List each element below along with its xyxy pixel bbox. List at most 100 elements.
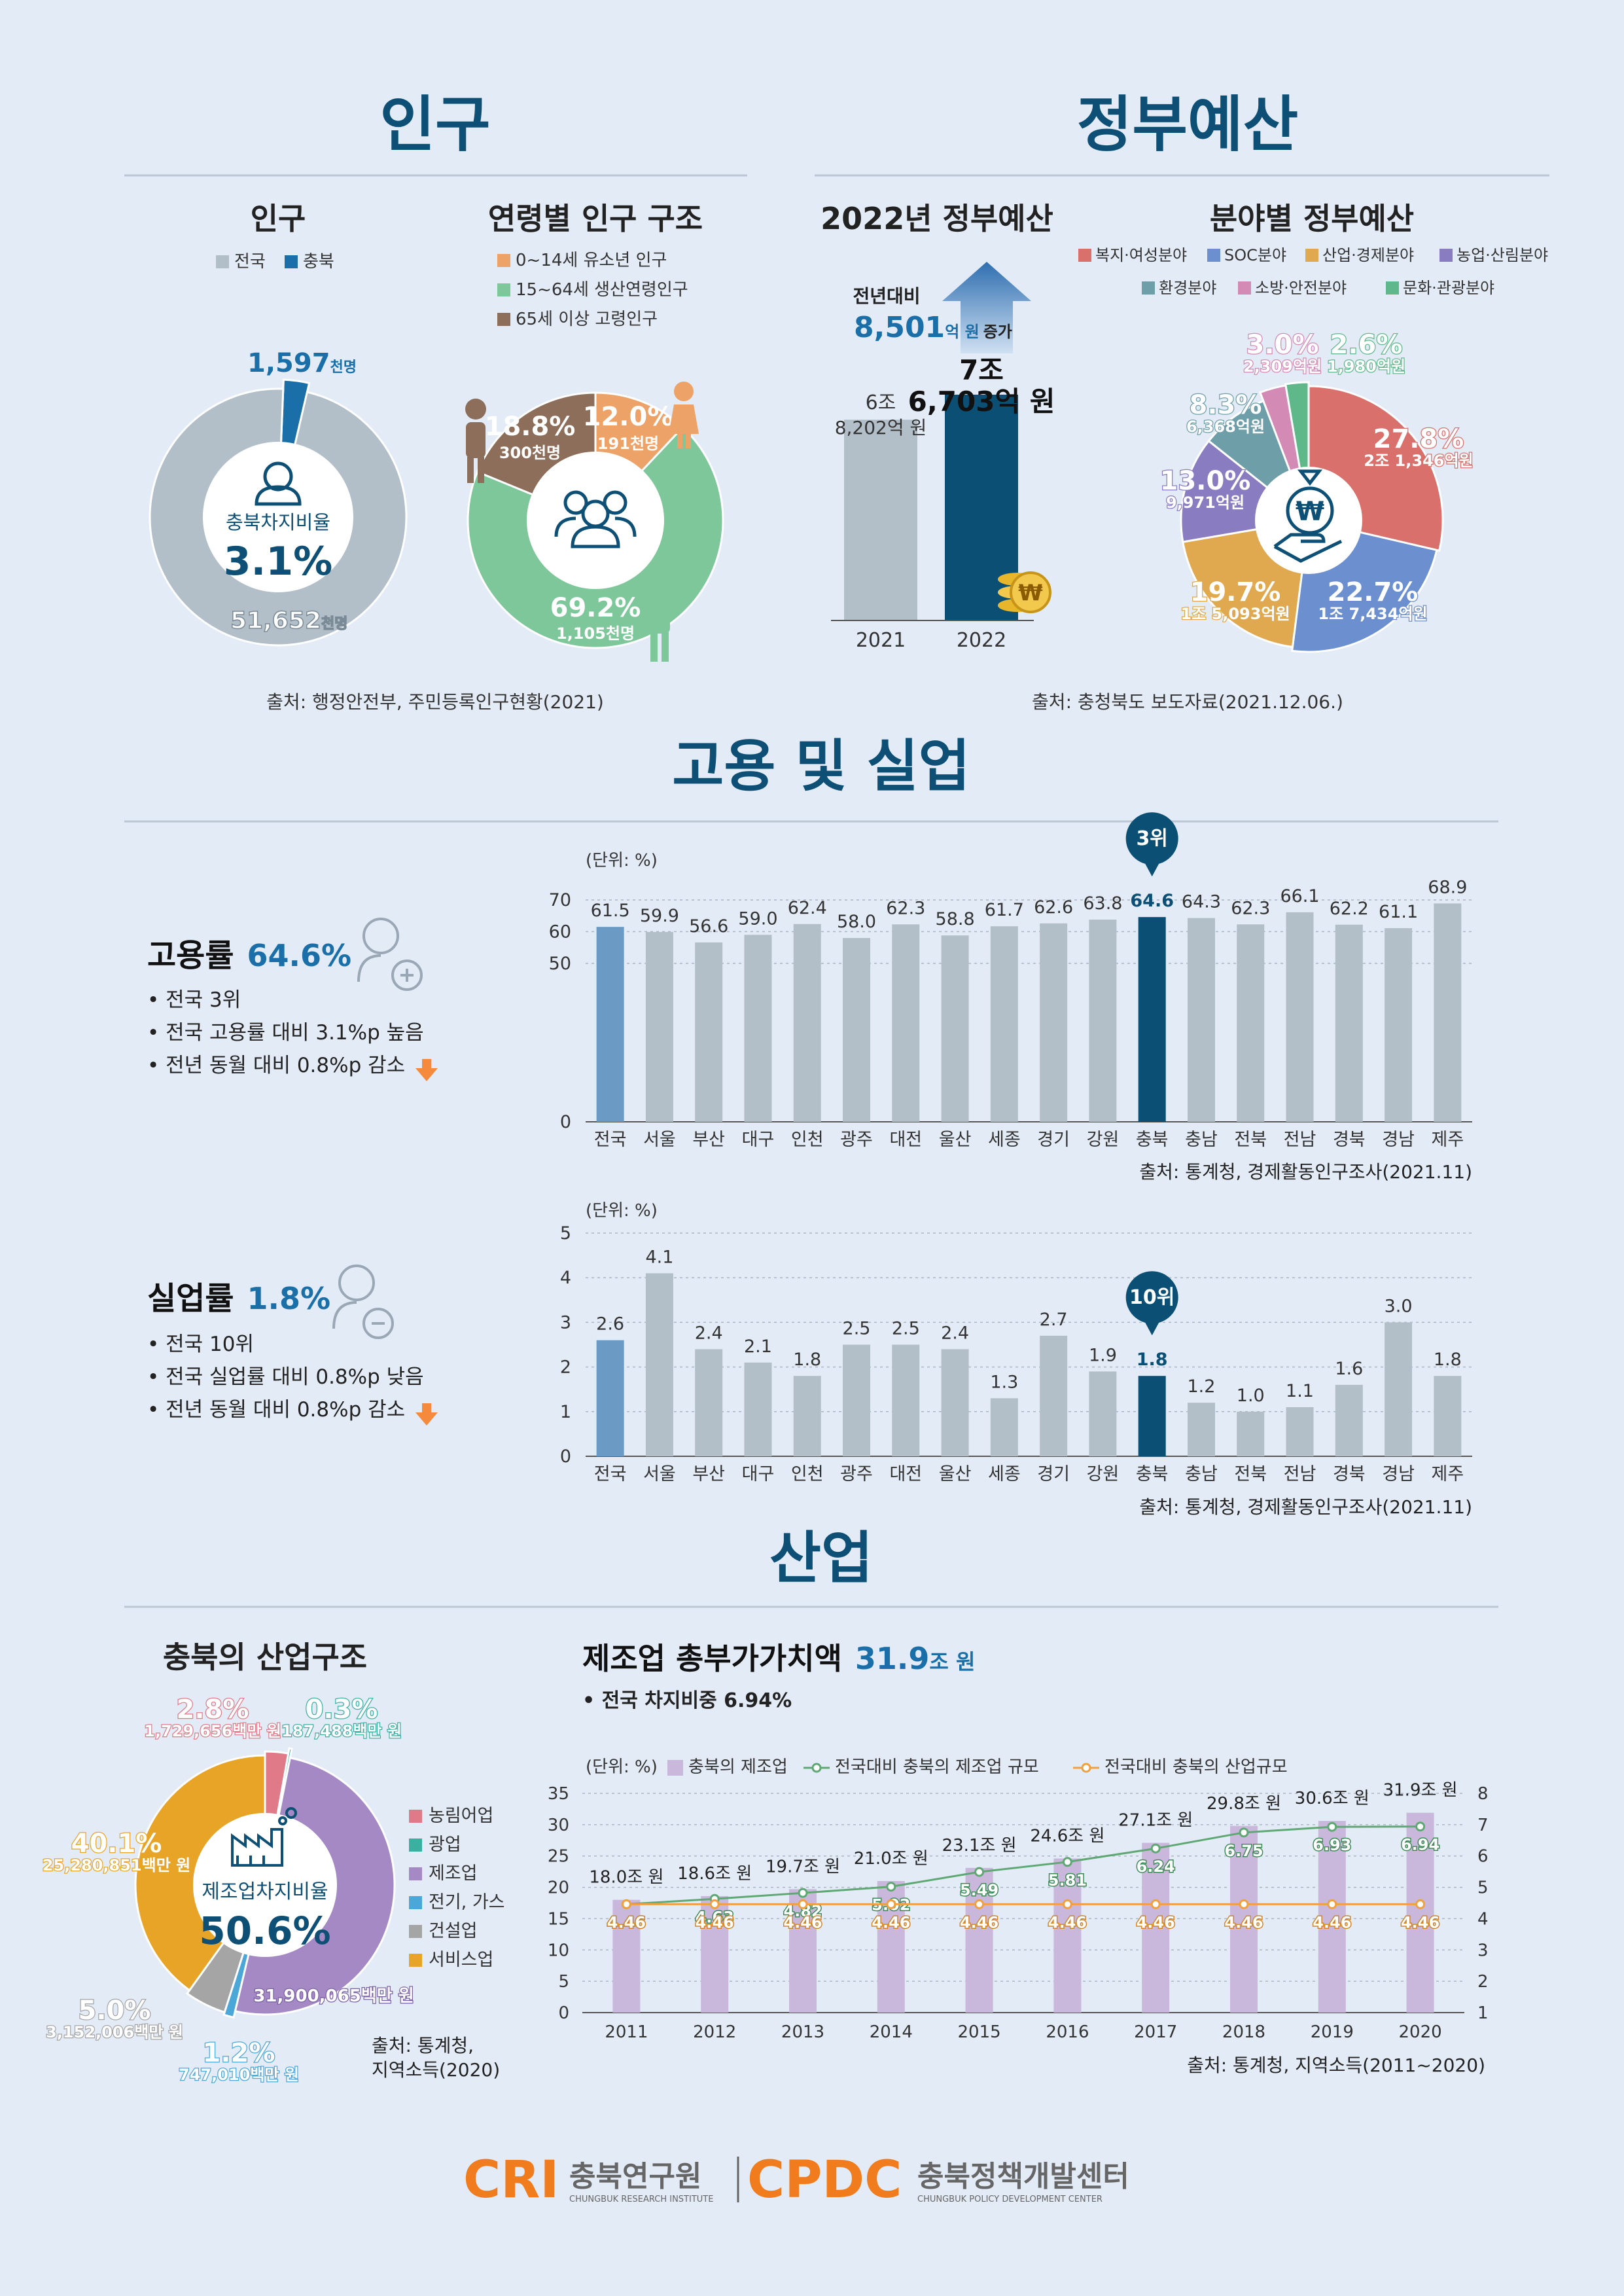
mfg-share-label-2012: 4.63: [696, 1908, 734, 1926]
cpdc-logo: CPDC: [747, 2151, 902, 2210]
mfg-share-line: [626, 1825, 1421, 1905]
bar-충북: [1138, 917, 1166, 1122]
x-label-대구: 대구: [742, 1464, 775, 1484]
x-label-제주: 제주: [1432, 1464, 1464, 1484]
bar-경남: [1385, 928, 1413, 1122]
value-부산: 2.4: [695, 1323, 723, 1343]
bar-부산: [695, 942, 723, 1122]
unemployment-rate-title: 실업률 1.8%: [147, 1280, 330, 1317]
industry-amt-3: 747,010백만 원: [179, 2066, 299, 2084]
value-충남: 1.2: [1187, 1376, 1215, 1397]
x-label-강원: 강원: [1087, 1464, 1120, 1484]
rank-badge: [1125, 812, 1178, 865]
x-label-전북: 전북: [1234, 1130, 1267, 1150]
bar-충남: [1187, 918, 1215, 1122]
x-label-경남: 경남: [1382, 1130, 1415, 1150]
mfg-legend-1: 전국대비 충북의 제조업 규모: [835, 1757, 1039, 1777]
value-강원: 1.9: [1089, 1345, 1117, 1365]
bar-울산: [941, 935, 969, 1122]
person-add-icon: [357, 918, 423, 991]
value-전남: 66.1: [1280, 886, 1319, 906]
x-label-전국: 전국: [594, 1130, 627, 1150]
industry-structure-title: 충북의 산업구조: [163, 1640, 367, 1675]
rank-badge-label: 10위: [1129, 1286, 1174, 1309]
industry-labels: 2.8%1,729,656백만 원 0.3%187,488백만 원 40.1%25,…: [42, 1694, 415, 2085]
factory-icon: [231, 1807, 297, 1867]
adult-person-icon: [649, 577, 670, 662]
y-right-tick: 1: [1477, 2003, 1489, 2023]
bar-경기: [1040, 923, 1068, 1122]
budget-year-2021: 2021: [856, 629, 906, 652]
industry-share-label-2020: 4.46: [1401, 1913, 1439, 1931]
coins-icon: ₩: [998, 571, 1051, 613]
mfg-share-point-2013: [798, 1888, 808, 1898]
y-left-tick: 5: [558, 1972, 569, 1992]
unemp-unit-label: (단위: %): [586, 1201, 658, 1221]
x-label-충북: 충북: [1136, 1464, 1169, 1484]
industry-share-label-2011: 4.46: [607, 1913, 646, 1931]
bar-충남: [1187, 1403, 1215, 1456]
bar-전남: [1286, 912, 1314, 1122]
y-tick: 60: [549, 922, 571, 942]
unemployment-rate-chart: 0 1 2 3 4 5 2.6 전국 4.1 서울 2.4 부산 2.1 대구 1.8 인천 2.5 광주 2.5 대…: [560, 1223, 1472, 1484]
industry-legend-2: 제조업: [429, 1863, 478, 1884]
x-label-2020: 2020: [1399, 2022, 1442, 2042]
bar-세종: [990, 926, 1018, 1122]
industry-share-point-2011: [621, 1899, 631, 1909]
cpdc-kr-name: 충북정책개발센터: [917, 2160, 1129, 2193]
industry-pct-0: 2.8%: [177, 1695, 249, 1725]
value-인천: 62.4: [788, 898, 827, 918]
y-left-tick: 35: [548, 1784, 569, 1804]
value-전북: 1.0: [1237, 1386, 1265, 1406]
group-people-icon: [554, 490, 637, 548]
value-광주: 2.5: [843, 1319, 871, 1339]
value-경기: 2.7: [1040, 1310, 1068, 1330]
y-right-tick: 6: [1477, 1847, 1489, 1867]
industry-legend-1: 광업: [429, 1835, 461, 1855]
industry-pct-5: 40.1%: [71, 1829, 162, 1859]
industry-legend-4: 건설업: [429, 1921, 478, 1941]
field-amt-0: 2조 1,346억원: [1364, 452, 1473, 470]
mfg-source: 출처: 통계청, 지역소득(2011~2020): [1187, 2054, 1485, 2076]
x-label-경남: 경남: [1382, 1464, 1415, 1484]
unemp-bullet-2: • 전년 동월 대비 0.8%p 감소: [147, 1398, 405, 1422]
y-tick: 2: [560, 1357, 571, 1378]
x-label-인천: 인천: [791, 1464, 824, 1484]
decrease-arrow-icon: [415, 1059, 438, 1081]
age-legend-2: 65세 이상 고령인구: [516, 310, 658, 329]
x-label-대전: 대전: [889, 1130, 922, 1150]
x-label-충남: 충남: [1185, 1130, 1218, 1150]
value-대구: 59.0: [738, 908, 777, 929]
field-amt-6: 1,980억원: [1327, 357, 1405, 376]
label-chungbuk-population: 1,597천명: [247, 348, 357, 378]
x-label-광주: 광주: [840, 1464, 873, 1484]
value-제주: 1.8: [1434, 1350, 1462, 1370]
y-right-tick: 7: [1477, 1816, 1489, 1835]
y-right-tick: 5: [1477, 1878, 1489, 1898]
budget-bar-2021: [844, 420, 917, 620]
mfg-share-label-2020: 6.94: [1401, 1836, 1439, 1854]
bar-광주: [843, 1344, 871, 1456]
field-pct-0: 27.8%: [1373, 424, 1464, 454]
mfg-share-label-2018: 6.75: [1224, 1842, 1263, 1860]
elderly-person-icon: [465, 399, 486, 483]
increase-arrow-icon: [942, 262, 1031, 353]
emp-bullet-2: • 전년 동월 대비 0.8%p 감소: [147, 1054, 405, 1077]
emp-bullet-1: • 전국 고용률 대비 3.1%p 높음: [147, 1021, 424, 1045]
bar-대구: [744, 935, 772, 1122]
x-label-경북: 경북: [1333, 1130, 1366, 1150]
industry-amt-4: 3,152,006백만 원: [46, 2023, 183, 2041]
industry-share-point-2019: [1327, 1899, 1337, 1909]
value-전국: 2.6: [596, 1314, 624, 1335]
mfg-bar-label-2014: 21.0조 원: [854, 1849, 928, 1869]
population-legend: 전국 충북: [216, 252, 334, 272]
mfg-bar-label-2018: 29.8조 원: [1207, 1794, 1281, 1814]
y-left-tick: 15: [548, 1909, 569, 1929]
y-tick: 5: [560, 1223, 571, 1244]
x-label-대전: 대전: [889, 1464, 922, 1484]
field-pct-6: 2.6%: [1330, 330, 1403, 360]
value-인천: 1.8: [793, 1350, 821, 1370]
person-remove-icon: [332, 1265, 394, 1339]
bar-서울: [645, 1273, 673, 1456]
mfg-bar-2016: [1053, 1858, 1082, 2013]
